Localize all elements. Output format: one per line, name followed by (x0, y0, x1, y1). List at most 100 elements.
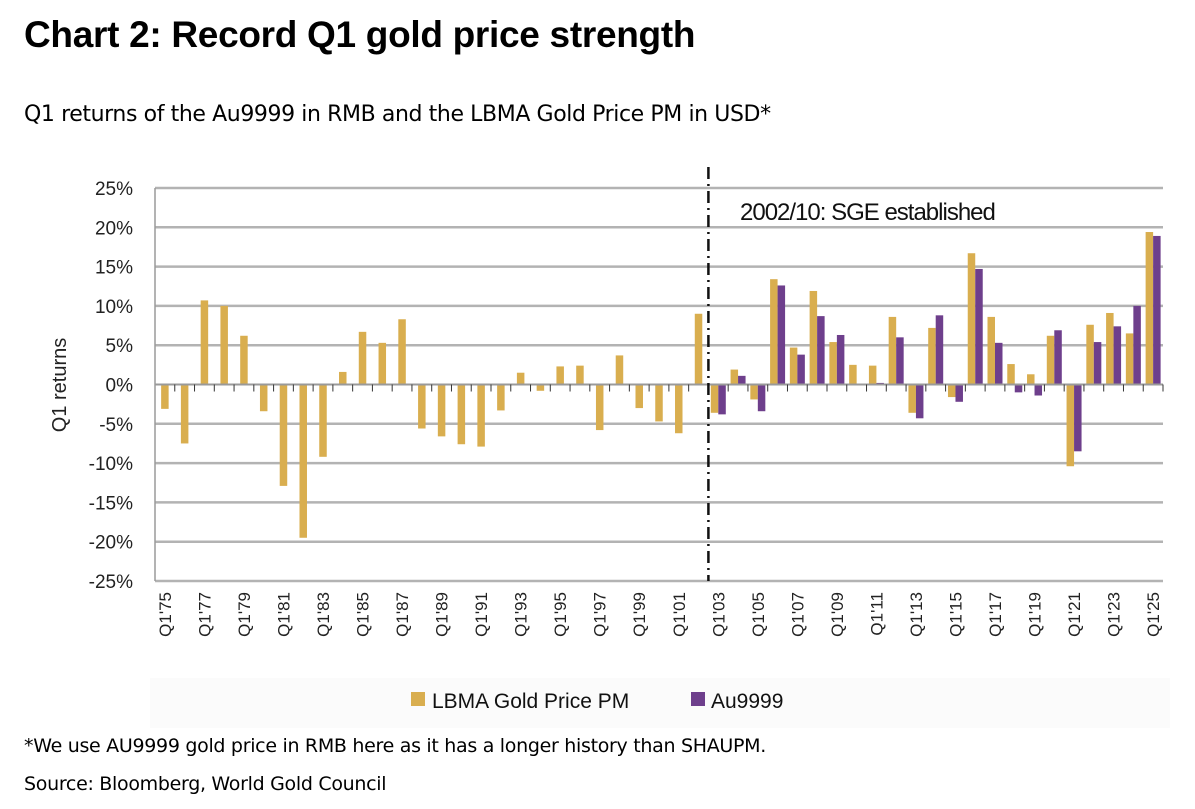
y-tick-label: -20% (89, 533, 133, 554)
x-tick-label: Q1'07 (788, 592, 807, 637)
x-tick-label: Q1'99 (630, 592, 649, 637)
bar-lbma-Q108 (809, 290, 818, 385)
x-tick-label: Q1'91 (472, 592, 491, 637)
bar-au9999-Q104 (738, 375, 746, 385)
x-tick-label: Q1'01 (670, 592, 689, 637)
bar-lbma-Q115 (947, 384, 956, 398)
bar-lbma-Q111 (868, 365, 877, 385)
x-tick-label: Q1'25 (1144, 592, 1163, 637)
bar-lbma-Q179 (240, 335, 248, 385)
bar-lbma-Q102 (694, 313, 703, 385)
bar-au9999-Q123 (1113, 326, 1122, 385)
bar-lbma-Q183 (319, 384, 327, 457)
y-tick-label: -5% (99, 415, 133, 436)
bar-lbma-Q100 (655, 384, 663, 422)
bar-lbma-Q117 (987, 316, 995, 385)
bar-lbma-Q193 (516, 372, 525, 385)
bar-lbma-Q199 (635, 384, 643, 409)
x-tick-label: Q1'15 (946, 592, 965, 637)
bar-au9999-Q116 (975, 268, 983, 385)
x-tick-label: Q1'05 (749, 592, 768, 637)
bar-lbma-Q105 (750, 384, 758, 400)
x-tick-label: Q1'81 (274, 592, 293, 637)
bar-au9999-Q115 (955, 384, 963, 402)
x-tick-label: Q1'11 (867, 592, 886, 636)
x-tick-label: Q1'87 (393, 592, 412, 637)
bar-lbma-Q192 (497, 384, 505, 411)
bar-lbma-Q189 (437, 384, 446, 437)
bar-au9999-Q103 (718, 384, 726, 415)
bar-au9999-Q117 (995, 342, 1003, 385)
x-axis (155, 383, 1164, 392)
bar-lbma-Q188 (418, 384, 426, 429)
bar-lbma-Q186 (378, 342, 387, 385)
x-tick-label: Q1'21 (1065, 592, 1084, 637)
bar-lbma-Q116 (967, 253, 976, 385)
y-tick-label: 20% (95, 218, 133, 239)
bar-lbma-Q123 (1106, 312, 1114, 385)
chart-subtitle: Q1 returns of the Au9999 in RMB and the … (24, 102, 771, 127)
x-tick-label: Q1'19 (1026, 592, 1045, 637)
bar-lbma-Q106 (770, 279, 778, 385)
bar-lbma-Q120 (1046, 335, 1055, 385)
x-tick-label: Q1'03 (709, 592, 728, 637)
y-tick-label: 25% (95, 179, 133, 200)
x-tick-label: Q1'77 (195, 592, 214, 637)
bar-lbma-Q103 (710, 384, 719, 413)
y-tick-label: 5% (106, 336, 134, 357)
bar-lbma-Q185 (358, 331, 367, 385)
x-tick-label: Q1'95 (551, 592, 570, 637)
bar-lbma-Q101 (675, 384, 683, 434)
bar-lbma-Q178 (220, 305, 228, 385)
bar-lbma-Q198 (615, 355, 624, 385)
bar-lbma-Q195 (556, 366, 564, 385)
bar-lbma-Q196 (576, 365, 584, 385)
x-tick-label: Q1'13 (907, 592, 926, 637)
bar-lbma-Q175 (161, 384, 169, 409)
x-tick-label: Q1'93 (512, 592, 531, 637)
x-tick-label: Q1'23 (1105, 592, 1124, 637)
bar-lbma-Q187 (398, 319, 406, 385)
bar-lbma-Q194 (536, 384, 545, 391)
bar-au9999-Q105 (757, 384, 766, 412)
y-tick-label: 15% (95, 258, 133, 279)
bar-lbma-Q124 (1125, 333, 1134, 385)
x-tick-label: Q1'89 (433, 592, 452, 637)
bar-lbma-Q197 (595, 384, 604, 431)
x-tick-label: Q1'79 (235, 592, 254, 637)
bar-lbma-Q114 (928, 327, 936, 385)
y-tick-label: -10% (89, 454, 133, 475)
bar-au9999-Q106 (777, 285, 786, 385)
source-note: Source: Bloomberg, World Gold Council (24, 773, 387, 795)
chart-title: Chart 2: Record Q1 gold price strength (24, 14, 696, 55)
bar-lbma-Q181 (279, 384, 288, 486)
bar-lbma-Q191 (477, 384, 485, 447)
bar-lbma-Q177 (200, 300, 209, 385)
x-tick-label: Q1'97 (591, 592, 610, 637)
y-tick-label: -25% (89, 572, 133, 593)
y-axis-ticks: 25% 20% 15% 10% 5% 0% -5% -10% -15% -20% -25% (89, 179, 133, 593)
bar-lbma-Q107 (789, 347, 798, 385)
bar-au9999-Q113 (915, 384, 924, 419)
bar-lbma-Q119 (1027, 374, 1035, 385)
bar-au9999-Q118 (1014, 384, 1023, 393)
bar-lbma-Q184 (339, 371, 347, 385)
bar-lbma-Q182 (299, 384, 307, 538)
bar-lbma-Q112 (888, 316, 897, 385)
x-tick-label: Q1'75 (156, 592, 175, 637)
x-tick-label: Q1'09 (828, 592, 847, 637)
bar-lbma-Q110 (849, 364, 857, 385)
x-tick-label: Q1'83 (314, 592, 333, 637)
bar-lbma-Q121 (1066, 384, 1075, 467)
legend: LBMA Gold Price PM Au9999 (411, 690, 783, 713)
sge-established-label: 2002/10: SGE established (740, 199, 995, 226)
x-tick-label: Q1'17 (986, 592, 1005, 637)
legend-label-lbma: LBMA Gold Price PM (432, 690, 629, 713)
bar-au9999-Q112 (896, 337, 904, 385)
bar-au9999-Q121 (1074, 384, 1082, 452)
x-tick-label: Q1'85 (354, 592, 373, 637)
bar-lbma-Q180 (259, 384, 268, 412)
legend-swatch-lbma (411, 692, 425, 706)
bar-lbma-Q125 (1145, 232, 1154, 385)
bar-au9999-Q114 (935, 315, 944, 385)
